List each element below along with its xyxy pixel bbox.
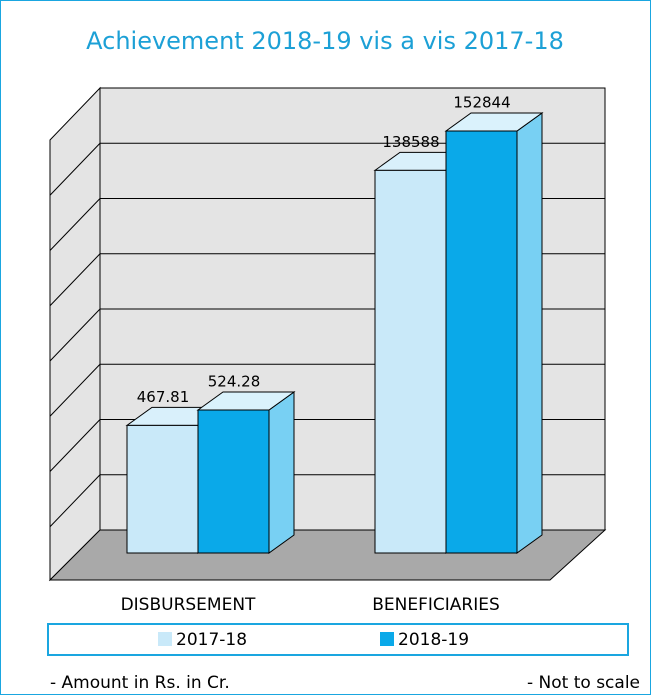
data-label: 138588 <box>382 133 439 151</box>
legend-label: 2018-19 <box>398 630 469 650</box>
bar <box>126 424 199 554</box>
grid-line <box>49 142 101 196</box>
grid-line <box>49 308 101 362</box>
chart-title: Achievement 2018-19 vis a vis 2017-18 <box>86 27 564 55</box>
legend-swatch <box>380 632 394 646</box>
x-tick-label: DISBURSEMENT <box>121 595 256 615</box>
legend-label: 2017-18 <box>176 630 247 650</box>
data-label: 524.28 <box>208 373 261 391</box>
legend-items: 2017-18 2018-19 <box>158 630 469 650</box>
grid-line <box>49 253 101 307</box>
bar <box>197 409 270 554</box>
grid-line <box>49 198 101 251</box>
legend <box>47 623 629 656</box>
legend-swatch <box>158 632 172 646</box>
data-label: 467.81 <box>137 388 190 406</box>
side-wall <box>49 86 101 582</box>
bar-side <box>516 112 543 554</box>
grid-line <box>49 419 101 472</box>
grid-line <box>49 363 101 417</box>
x-tick-label: BENEFICIARIES <box>372 595 500 615</box>
data-label: 152844 <box>453 94 510 112</box>
bar-side <box>268 391 295 554</box>
grid-line <box>49 474 101 528</box>
bars: 467.81 524.28 DISBURSEMENT 138588 152844 BENE… <box>121 94 544 615</box>
bar <box>374 169 447 554</box>
note: - Not to scale <box>527 673 640 693</box>
note: - Amount in Rs. in Cr. <box>50 673 230 693</box>
bar <box>445 130 518 554</box>
